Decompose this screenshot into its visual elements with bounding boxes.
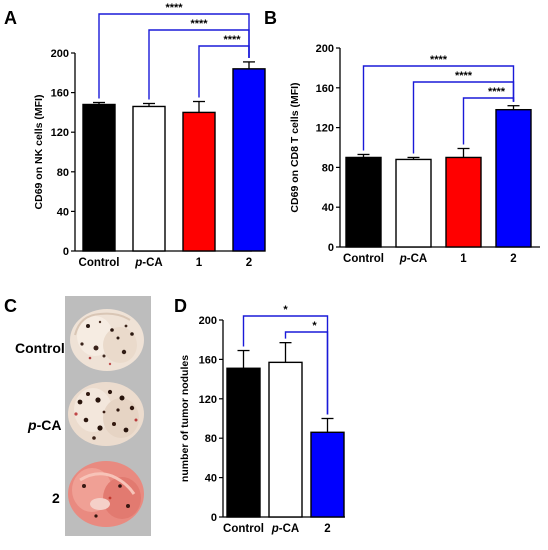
- bar: [226, 367, 261, 518]
- chart-d: 0 40 80 120 160 200 number of tumor nodules Con…: [179, 304, 345, 535]
- photo-label-pca-prefix: p: [28, 417, 37, 433]
- bar: [310, 431, 345, 518]
- panel-label-b: B: [264, 8, 277, 28]
- significance-bracket: [462, 97, 515, 145]
- y-tick-label: 40: [205, 473, 217, 485]
- y-tick-label: 0: [211, 512, 217, 524]
- x-category-label: p-CA: [399, 253, 427, 265]
- lung-pca-image: [68, 382, 144, 446]
- lung-control-image: [70, 309, 144, 371]
- significance-bracket: [98, 13, 250, 99]
- x-category-label: 1: [460, 253, 467, 265]
- bar: [268, 361, 303, 518]
- bar: [345, 156, 382, 248]
- y-tick-label: 120: [199, 394, 217, 406]
- photo-label-pca: p-CA: [28, 417, 61, 433]
- photo-label-2: 2: [52, 490, 60, 506]
- y-tick-label: 200: [51, 48, 69, 60]
- y-axis-label: CD69 on NK cells (MFI): [33, 95, 45, 210]
- y-axis-label: number of tumor nodules: [179, 355, 191, 482]
- panel-label-c: C: [4, 296, 17, 316]
- significance-bracket: [284, 331, 329, 415]
- x-category-label: 2: [510, 253, 516, 265]
- y-tick-label: 40: [322, 202, 334, 214]
- significance-label: ****: [430, 54, 448, 66]
- x-category-label: Control: [223, 523, 264, 535]
- bar: [232, 68, 266, 252]
- bar: [395, 158, 432, 248]
- y-tick-label: 80: [322, 162, 334, 174]
- y-tick-label: 0: [63, 246, 69, 258]
- significance-label: ****: [223, 34, 241, 46]
- y-tick-label: 40: [57, 206, 69, 218]
- y-tick-label: 160: [199, 354, 217, 366]
- x-category-label: 1: [196, 257, 203, 269]
- y-axis-label: CD69 on CD8 T cells (MFI): [289, 82, 301, 212]
- chart-a: 0 40 80 120 160 200 CD69 on NK cells (MFI) Cont…: [33, 2, 266, 269]
- bar: [495, 108, 532, 248]
- significance-label: *: [283, 304, 288, 316]
- x-category-label: Control: [343, 253, 384, 265]
- y-tick-label: 120: [316, 123, 334, 135]
- significance-label: *: [312, 320, 317, 332]
- bar: [82, 103, 116, 252]
- x-category-label: p-CA: [134, 257, 162, 269]
- bar: [182, 111, 216, 252]
- significance-bracket: [362, 65, 515, 151]
- chart-b: 0 40 80 120 160 200 CD69 on CD8 T cells (MFI) C…: [289, 43, 540, 265]
- x-category-label: Control: [79, 257, 120, 269]
- bar: [445, 156, 482, 248]
- photo-label-pca-suffix: -CA: [36, 417, 62, 433]
- y-tick-label: 0: [328, 242, 334, 254]
- panel-label-d: D: [174, 296, 187, 316]
- significance-label: ****: [165, 2, 183, 14]
- lung-2-image: [68, 461, 144, 527]
- y-tick-label: 200: [316, 43, 334, 55]
- significance-label: ****: [190, 18, 208, 30]
- x-category-label: 2: [324, 523, 330, 535]
- y-tick-label: 80: [205, 433, 217, 445]
- significance-bracket: [148, 29, 250, 100]
- y-tick-label: 160: [51, 88, 69, 100]
- significance-label: ****: [455, 70, 473, 82]
- x-category-label: p-CA: [271, 523, 299, 535]
- y-tick-label: 200: [199, 315, 217, 327]
- y-tick-label: 160: [316, 83, 334, 95]
- x-category-label: 2: [246, 257, 252, 269]
- y-tick-label: 80: [57, 167, 69, 179]
- lung-photo-panel: [65, 296, 151, 536]
- photo-label-control: Control: [15, 340, 65, 356]
- bar: [132, 105, 166, 252]
- significance-label: ****: [488, 86, 506, 98]
- significance-bracket: [412, 81, 515, 154]
- significance-bracket: [198, 45, 250, 98]
- y-tick-label: 120: [51, 127, 69, 139]
- panel-label-a: A: [4, 8, 17, 28]
